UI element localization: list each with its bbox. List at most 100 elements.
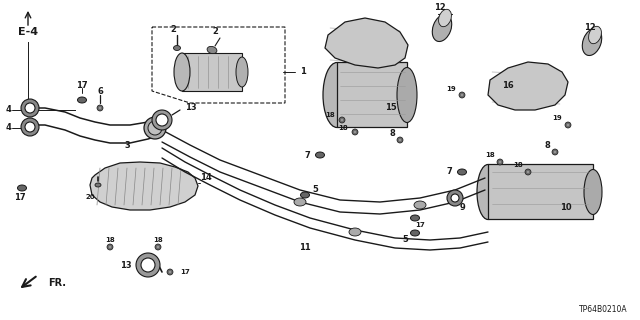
Circle shape: [141, 258, 155, 272]
Text: 17: 17: [415, 222, 425, 228]
Ellipse shape: [236, 57, 248, 87]
Ellipse shape: [525, 169, 531, 175]
Ellipse shape: [565, 122, 571, 128]
Ellipse shape: [323, 62, 351, 127]
Ellipse shape: [438, 9, 451, 27]
Polygon shape: [488, 62, 568, 110]
Ellipse shape: [301, 192, 310, 198]
Text: 17: 17: [76, 81, 88, 90]
Text: 18: 18: [339, 125, 348, 131]
Text: 4: 4: [5, 106, 11, 115]
Text: 13: 13: [185, 103, 196, 113]
Text: 10: 10: [560, 204, 572, 212]
Ellipse shape: [527, 171, 529, 173]
Ellipse shape: [148, 121, 162, 135]
Ellipse shape: [566, 124, 570, 126]
Text: 13: 13: [120, 260, 132, 269]
Text: 11: 11: [299, 244, 311, 252]
Text: 5: 5: [402, 236, 408, 244]
Text: 20: 20: [85, 194, 95, 200]
Ellipse shape: [552, 149, 558, 155]
Ellipse shape: [340, 119, 344, 121]
Circle shape: [447, 190, 463, 206]
Text: 14: 14: [200, 172, 212, 181]
Ellipse shape: [497, 159, 503, 165]
Text: 18: 18: [485, 152, 495, 158]
Ellipse shape: [399, 139, 401, 141]
FancyBboxPatch shape: [488, 164, 593, 219]
Text: 5: 5: [312, 186, 318, 195]
Ellipse shape: [410, 230, 419, 236]
Ellipse shape: [459, 92, 465, 98]
Text: 8: 8: [544, 141, 550, 150]
Circle shape: [25, 103, 35, 113]
Text: 16: 16: [502, 81, 514, 90]
Text: 17: 17: [180, 269, 189, 275]
Text: 7: 7: [304, 150, 310, 159]
Ellipse shape: [155, 244, 161, 250]
Ellipse shape: [97, 105, 103, 111]
Text: 9: 9: [460, 204, 466, 212]
Text: 18: 18: [105, 237, 115, 243]
Text: E-4: E-4: [18, 27, 38, 37]
Ellipse shape: [167, 269, 173, 275]
FancyBboxPatch shape: [182, 53, 242, 91]
Ellipse shape: [207, 46, 217, 54]
Text: 18: 18: [325, 112, 335, 118]
Text: TP64B0210A: TP64B0210A: [579, 305, 628, 314]
Ellipse shape: [354, 131, 356, 133]
Text: 15: 15: [385, 103, 397, 113]
Polygon shape: [325, 18, 408, 68]
Text: FR.: FR.: [48, 278, 66, 288]
Ellipse shape: [95, 183, 101, 187]
Ellipse shape: [554, 151, 556, 153]
Ellipse shape: [414, 201, 426, 209]
Text: 18: 18: [153, 237, 163, 243]
Text: 12: 12: [584, 23, 596, 33]
Text: 18: 18: [513, 162, 523, 168]
Ellipse shape: [458, 169, 467, 175]
Ellipse shape: [397, 137, 403, 143]
Ellipse shape: [477, 164, 499, 220]
Text: 6: 6: [97, 87, 103, 97]
Text: 1: 1: [300, 68, 306, 76]
Ellipse shape: [461, 93, 463, 96]
Ellipse shape: [589, 26, 602, 44]
Ellipse shape: [294, 198, 306, 206]
Circle shape: [21, 99, 39, 117]
Ellipse shape: [316, 152, 324, 158]
Text: 2: 2: [170, 26, 176, 35]
Ellipse shape: [77, 97, 86, 103]
Text: 8: 8: [389, 130, 395, 139]
Ellipse shape: [349, 228, 361, 236]
Ellipse shape: [584, 170, 602, 214]
Circle shape: [25, 122, 35, 132]
Ellipse shape: [157, 246, 159, 248]
Circle shape: [136, 253, 160, 277]
Text: 3: 3: [124, 140, 130, 149]
Ellipse shape: [339, 117, 345, 123]
Ellipse shape: [499, 161, 501, 164]
Ellipse shape: [173, 45, 180, 51]
Circle shape: [156, 114, 168, 126]
Text: 4: 4: [5, 124, 11, 132]
Ellipse shape: [99, 107, 101, 109]
Text: 19: 19: [552, 115, 562, 121]
Ellipse shape: [410, 215, 419, 221]
Polygon shape: [152, 27, 285, 103]
Ellipse shape: [352, 129, 358, 135]
Text: 7: 7: [446, 167, 452, 177]
Ellipse shape: [107, 244, 113, 250]
Ellipse shape: [174, 53, 190, 91]
Circle shape: [451, 194, 459, 202]
Text: 12: 12: [434, 4, 446, 12]
Polygon shape: [90, 162, 198, 210]
Ellipse shape: [144, 117, 166, 139]
Circle shape: [152, 110, 172, 130]
FancyBboxPatch shape: [337, 62, 407, 127]
Ellipse shape: [168, 271, 172, 273]
Text: 19: 19: [446, 86, 456, 92]
Ellipse shape: [109, 246, 111, 248]
Ellipse shape: [582, 28, 602, 55]
Ellipse shape: [432, 14, 452, 42]
